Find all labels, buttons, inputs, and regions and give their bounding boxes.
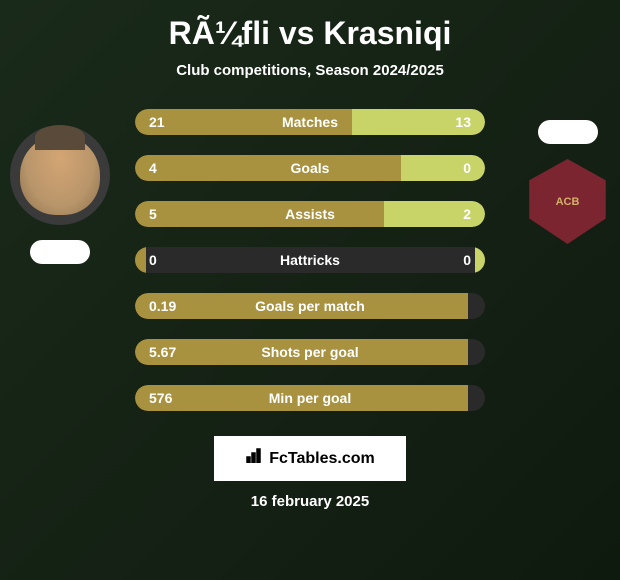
value-left: 5 [149,206,157,222]
value-right: 0 [463,160,471,176]
stat-label: Min per goal [269,390,351,406]
player-left-panel [10,125,110,264]
stats-list: 21 13 Matches 4 0 Goals 5 2 Assists 0 0 Hattricks 0.… [135,109,485,411]
stat-row: 0 0 Hattricks [135,247,485,273]
flag-right [538,120,598,144]
value-left: 0.19 [149,298,176,314]
stat-label: Assists [285,206,335,222]
stat-row: 21 13 Matches [135,109,485,135]
site-logo: FcTables.com [214,436,406,481]
stat-label: Goals [291,160,330,176]
logo-text: FcTables.com [269,450,375,468]
value-right: 2 [463,206,471,222]
flag-left [30,240,90,264]
infographic-container: RÃ¼fli vs Krasniqi Club competitions, Se… [0,0,620,580]
value-left: 5.67 [149,344,176,360]
bar-left [135,155,401,181]
value-left: 21 [149,114,165,130]
club-badge-text: ACB [556,196,580,208]
stat-label: Shots per goal [261,344,358,360]
bar-right [401,155,485,181]
bar-right [475,247,486,273]
player-right-panel: ACB [525,120,610,244]
club-badge-right: ACB [525,159,610,244]
stat-label: Hattricks [280,252,340,268]
avatar-left [10,125,110,225]
bar-left [135,201,384,227]
chart-icon [245,447,263,470]
stat-row: 4 0 Goals [135,155,485,181]
stat-row: 5.67 Shots per goal [135,339,485,365]
value-left: 0 [149,252,157,268]
page-title: RÃ¼fli vs Krasniqi [169,15,452,52]
stat-label: Matches [282,114,338,130]
value-right: 13 [455,114,471,130]
stat-row: 0.19 Goals per match [135,293,485,319]
value-left: 576 [149,390,172,406]
avatar-face [20,135,100,215]
value-left: 4 [149,160,157,176]
value-right: 0 [463,252,471,268]
bar-left [135,247,146,273]
subtitle: Club competitions, Season 2024/2025 [176,62,444,79]
stat-row: 576 Min per goal [135,385,485,411]
stat-row: 5 2 Assists [135,201,485,227]
stat-label: Goals per match [255,298,365,314]
date-label: 16 february 2025 [251,493,369,510]
